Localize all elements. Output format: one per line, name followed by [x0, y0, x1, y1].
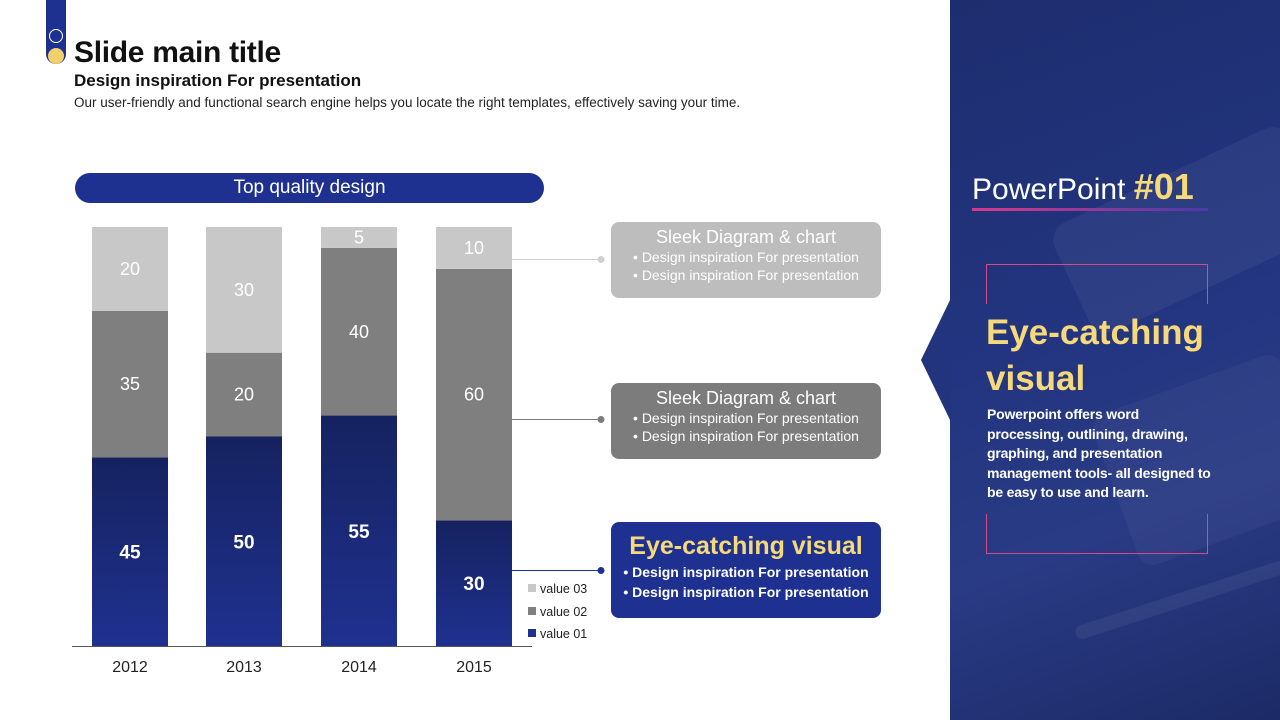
bar-value-03-2015: [436, 227, 512, 269]
callout-bullet: • Design inspiration For presentation: [623, 564, 869, 580]
callout-title: Eye-catching visual: [629, 532, 863, 560]
legend-swatch: [528, 607, 536, 615]
data-label: 30: [234, 280, 254, 300]
eye-title-line-1: Eye-catching: [986, 313, 1204, 352]
connector-dot: [597, 416, 605, 423]
bar-value-01-2012: [92, 457, 168, 646]
bar-value-02-2014: [321, 247, 397, 416]
bar-value-01-2015: [436, 520, 512, 646]
callout-title: Sleek Diagram & chart: [655, 388, 837, 408]
data-label: 60: [464, 385, 484, 405]
stacked-bar-chart: 45 35 20 2012 50 20 30 2013 55 40 5 2014 30 60 10 2015 v…: [72, 227, 605, 676]
data-label: 35: [120, 374, 140, 394]
callout-value-01: Eye-catching visual • Design inspiration…: [611, 522, 881, 618]
panel-decoration: [1073, 553, 1280, 641]
eye-catching-body: Powerpoint offers word processing, outli…: [987, 406, 1211, 500]
callout-bullet: • Design inspiration For presentation: [633, 410, 859, 426]
data-label: 45: [119, 543, 141, 564]
slide-description: Our user-friendly and functional search …: [74, 95, 741, 110]
legend-label: value 01: [540, 627, 587, 641]
callout-bullet: • Design inspiration For presentation: [633, 267, 859, 283]
slide-title: Slide main title: [74, 36, 281, 69]
powerpoint-heading: PowerPoint #01: [972, 166, 1194, 208]
data-label: 55: [348, 522, 370, 543]
x-tick-label: 2012: [112, 659, 148, 676]
bar-value-02-2015: [436, 268, 512, 521]
legend-label: value 03: [540, 582, 587, 596]
frame-bottom: [986, 514, 1208, 554]
x-tick-label: 2014: [341, 659, 377, 676]
data-label: 10: [464, 238, 484, 258]
eye-title-line-2: visual: [986, 359, 1086, 398]
x-tick-label: 2015: [456, 659, 492, 676]
panel-notch: [921, 298, 951, 422]
callout-bullet: • Design inspiration For presentation: [633, 249, 859, 265]
bar-value-02-2013: [206, 352, 282, 437]
bar-value-01-2014: [321, 415, 397, 646]
callout-value-02: Sleek Diagram & chart • Design inspirati…: [611, 383, 881, 459]
data-label: 50: [233, 532, 254, 553]
legend-swatch: [528, 584, 536, 592]
data-label: 20: [234, 385, 254, 405]
callout-value-03: Sleek Diagram & chart • Design inspirati…: [611, 222, 881, 298]
bar-value-02-2012: [92, 310, 168, 458]
header-dot-icon: [48, 48, 64, 64]
data-label: 5: [354, 227, 364, 247]
bar-value-03-2012: [92, 227, 168, 311]
eye-catching-title: Eye-catching visual: [986, 310, 1226, 402]
heading-underline: [972, 208, 1208, 211]
data-label: 30: [463, 574, 484, 595]
callout-bullet: • Design inspiration For presentation: [633, 428, 859, 444]
callout-title: Sleek Diagram & chart: [655, 227, 837, 247]
chart-title-pill: Top quality design: [75, 173, 544, 203]
bar-value-01-2013: [206, 436, 282, 646]
callout-bullet: • Design inspiration For presentation: [623, 584, 869, 600]
x-tick-label: 2013: [226, 659, 262, 676]
right-panel: [950, 0, 1280, 720]
header-ring-icon: [49, 29, 63, 43]
data-label: 40: [349, 322, 369, 342]
frame-top: [986, 264, 1208, 304]
legend-swatch: [528, 629, 536, 637]
connector-dot: [597, 256, 605, 263]
data-label: 20: [120, 259, 140, 279]
bar-value-03-2013: [206, 227, 282, 353]
powerpoint-label: PowerPoint: [972, 173, 1126, 206]
powerpoint-number: #01: [1133, 166, 1194, 207]
panel-decoration: [1046, 120, 1280, 340]
bar-value-03-2014: [321, 227, 397, 248]
slide-subtitle: Design inspiration For presentation: [74, 71, 362, 90]
connector-dot: [597, 567, 605, 574]
legend-label: value 02: [540, 605, 587, 619]
